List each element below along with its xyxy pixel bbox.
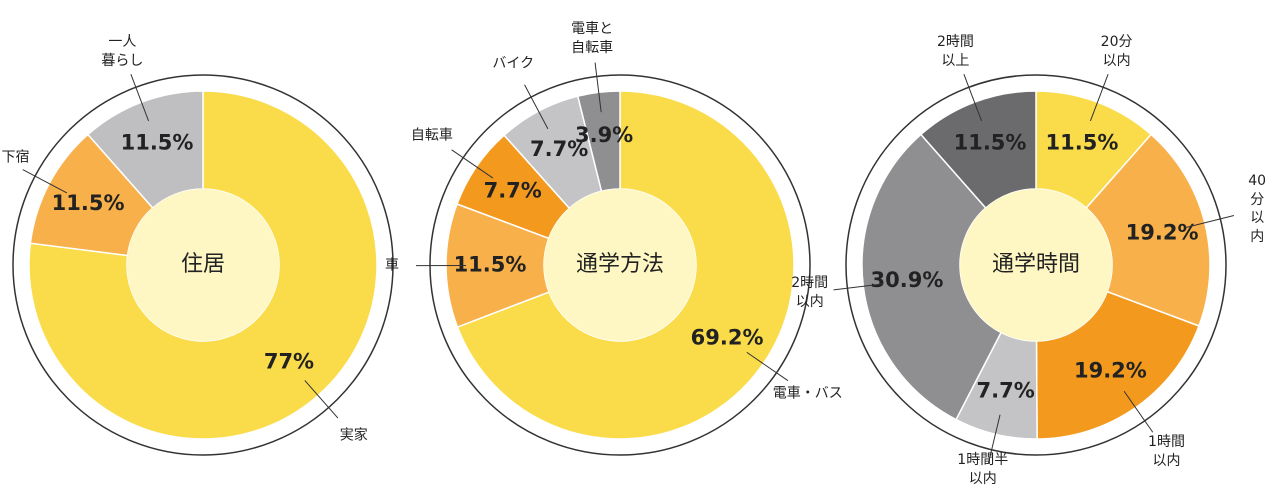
chart-title: 住居 <box>181 252 225 277</box>
chart-title: 通学方法 <box>576 252 664 277</box>
value-label: 11.5% <box>121 130 194 154</box>
value-label: 77% <box>264 350 314 374</box>
leader-line <box>22 169 68 194</box>
category-label: 電車・バス <box>772 385 843 402</box>
value-label: 69.2% <box>691 326 764 350</box>
value-label: 30.9% <box>871 268 944 292</box>
category-label: 車 <box>385 257 399 274</box>
value-label: 7.7% <box>530 137 588 161</box>
leader-line <box>963 73 983 122</box>
outer-ring <box>845 74 1227 456</box>
value-label: 11.5% <box>954 130 1027 154</box>
category-label: 寮・下宿 <box>0 149 30 166</box>
leader-line <box>987 414 1001 464</box>
leader-line <box>524 84 549 130</box>
value-label: 11.5% <box>1046 130 1119 154</box>
leader-line <box>304 380 339 419</box>
leader-line <box>1123 390 1154 433</box>
category-label: 自転車 <box>410 127 453 144</box>
leader-line <box>130 73 150 122</box>
leader-line <box>594 62 602 113</box>
outer-ring <box>12 74 394 456</box>
value-label: 7.7% <box>484 179 542 203</box>
leader-line <box>451 149 494 179</box>
category-label: 1時間半 以内 <box>957 452 1009 487</box>
value-label: 19.2% <box>1126 220 1199 244</box>
category-label: 電車と 自転車 <box>571 20 614 56</box>
category-label: 2時間 以内 <box>791 274 829 310</box>
category-label: 2時間 以上 <box>936 33 974 69</box>
value-label: 11.5% <box>454 252 527 276</box>
leader-line <box>833 283 884 291</box>
category-label: 20分 以内 <box>1100 33 1133 69</box>
category-label: 実家 <box>339 427 368 444</box>
value-label: 3.9% <box>575 123 633 147</box>
category-label: 40分 以内 <box>1248 172 1267 246</box>
chart-title: 通学時間 <box>992 252 1080 277</box>
category-label: バイク <box>492 55 535 72</box>
donut-center <box>127 189 279 341</box>
donut-center <box>544 189 696 341</box>
category-label: 一人 暮らし <box>101 33 144 69</box>
leader-line <box>746 351 789 382</box>
value-label: 19.2% <box>1074 359 1147 383</box>
value-label: 7.7% <box>977 378 1035 402</box>
leader-line <box>1185 215 1235 229</box>
category-label: 1時間 以内 <box>1148 434 1185 469</box>
leader-line <box>1089 73 1109 122</box>
donut-center <box>960 189 1112 341</box>
outer-ring <box>429 74 811 456</box>
value-label: 11.5% <box>52 191 125 215</box>
